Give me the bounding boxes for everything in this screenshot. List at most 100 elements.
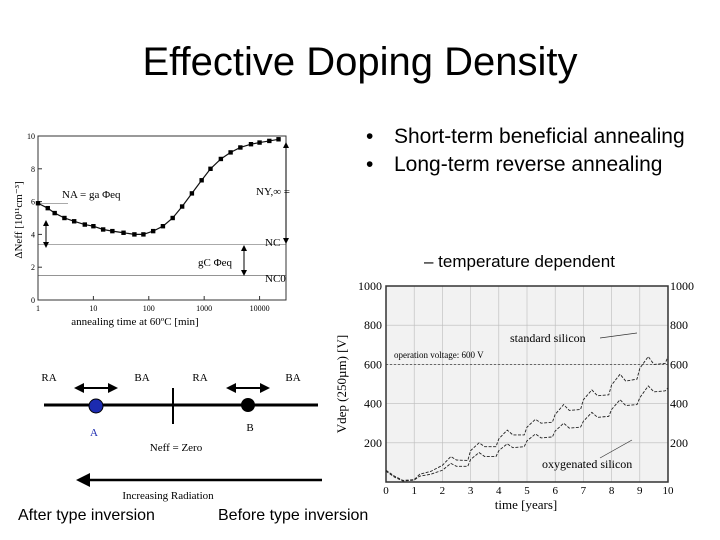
data-point	[208, 166, 213, 171]
arrow-head	[283, 238, 289, 244]
bullet-list: Short-term beneficial annealing Long-ter…	[362, 124, 702, 180]
x-tick-label: 10000	[250, 304, 270, 313]
y-tick-label-right: 800	[670, 318, 688, 332]
data-point	[71, 219, 77, 224]
arrow-head	[241, 245, 247, 251]
arrow-head	[74, 383, 84, 393]
data-point	[45, 205, 50, 211]
data-point	[248, 142, 254, 147]
y-tick-label: 1000	[358, 279, 382, 293]
data-point	[170, 215, 175, 221]
point-a-marker	[88, 398, 104, 414]
y-tick-label: 0	[31, 296, 35, 305]
bullet-item: Short-term beneficial annealing	[362, 124, 702, 150]
x-tick-label: 4	[496, 485, 502, 497]
x-tick-label: 1	[411, 485, 417, 497]
arrow-head	[43, 220, 49, 226]
arrow-head	[76, 473, 90, 487]
neff-diagram: RA BA RA BA A B Neff = Zero Increasing R…	[41, 372, 322, 502]
label-leader-line	[599, 332, 638, 339]
data-point	[257, 140, 262, 145]
x-axis-label: annealing time at 60ºC [min]	[71, 316, 198, 328]
arrow-head	[43, 242, 49, 248]
y-tick-label-right: 400	[670, 397, 688, 411]
y-tick-label: 6	[31, 198, 35, 207]
label-neff-zero: Neff = Zero	[150, 442, 203, 454]
data-point	[82, 222, 88, 227]
x-tick-label: 6	[552, 485, 558, 497]
data-point	[199, 178, 204, 183]
x-tick-label: 0	[383, 485, 389, 497]
annotation-nc: NC	[265, 237, 280, 249]
label-ra-right: RA	[192, 372, 207, 384]
data-point	[276, 137, 281, 142]
plot-frame	[385, 285, 669, 483]
data-point	[100, 227, 106, 232]
x-tick-label: 1000	[196, 304, 212, 313]
x-tick-label: 100	[143, 304, 155, 313]
label-leader-line	[599, 439, 633, 459]
data-point	[238, 145, 243, 150]
caption-after-inversion: After type inversion	[18, 507, 155, 524]
arrow-head	[260, 383, 270, 393]
x-tick-label: 1	[36, 304, 40, 313]
data-series	[35, 137, 281, 237]
data-point	[62, 215, 67, 221]
series-label-standard: standard silicon	[510, 331, 586, 345]
arrow-head	[283, 142, 289, 148]
series-label-oxygenated: oxygenated silicon	[542, 457, 632, 471]
data-point	[52, 210, 57, 216]
x-tick-label: 3	[468, 485, 474, 497]
x-tick-label: 9	[637, 485, 643, 497]
arrow-head	[241, 270, 247, 276]
data-point	[110, 228, 115, 234]
y-tick-label: 400	[364, 397, 382, 411]
annotation-nc0: NC0	[265, 273, 286, 285]
y-tick-label-right: 200	[670, 436, 688, 450]
slide-title: Effective Doping Density	[142, 40, 578, 84]
data-point	[132, 232, 137, 237]
label-ba-left: BA	[134, 372, 149, 384]
x-tick-label: 10	[663, 485, 675, 497]
x-tick-label: 7	[581, 485, 587, 497]
data-point	[267, 138, 272, 144]
data-point	[179, 204, 185, 209]
y-tick-label: 2	[31, 263, 35, 272]
label-ba-right: BA	[285, 372, 300, 384]
arrow-head	[226, 383, 236, 393]
data-point	[150, 228, 156, 234]
label-point-b: B	[246, 422, 253, 434]
data-point	[141, 232, 146, 237]
annotation-gc: gC Φeq	[198, 257, 233, 269]
y-tick-label: 4	[31, 230, 35, 239]
data-point	[121, 230, 126, 235]
y-tick-label: 8	[31, 165, 35, 174]
annotation-ny: NY,∞ = gY Φeq	[256, 186, 290, 198]
y-tick-label: 600	[364, 357, 382, 371]
sub-bullet: – temperature dependent	[424, 252, 615, 271]
x-tick-label: 8	[609, 485, 615, 497]
label-increasing-radiation: Increasing Radiation	[122, 490, 214, 502]
data-point	[228, 150, 233, 155]
label-point-a: A	[90, 427, 98, 439]
y-tick-label-right: 1000	[670, 279, 694, 293]
point-b-marker	[241, 398, 255, 412]
data-point	[218, 156, 224, 162]
y-tick-label: 800	[364, 318, 382, 332]
series-line-oxygenated	[385, 385, 669, 482]
label-ra-left: RA	[41, 372, 56, 384]
x-tick-label: 2	[440, 485, 446, 497]
x-tick-label: 5	[524, 485, 530, 497]
y-tick-label: 200	[364, 436, 382, 450]
annealing-chart: 0 2 4 6 8 10 1 10 100 1000 10000 NA = ga Φeq NY,∞ …	[13, 132, 290, 328]
caption-before-inversion: Before type inversion	[218, 507, 369, 524]
y-tick-label: 10	[27, 132, 35, 141]
data-point	[160, 224, 166, 229]
reference-line-label: operation voltage: 600 V	[394, 350, 484, 360]
x-tick-label: 10	[89, 304, 97, 313]
data-series	[385, 332, 669, 482]
y-axis-label: ΔNeff [10¹¹cm⁻³]	[13, 181, 25, 258]
y-tick-label-right: 600	[670, 357, 688, 371]
y-axis-label: Vdep (250µm) [V]	[334, 335, 349, 433]
